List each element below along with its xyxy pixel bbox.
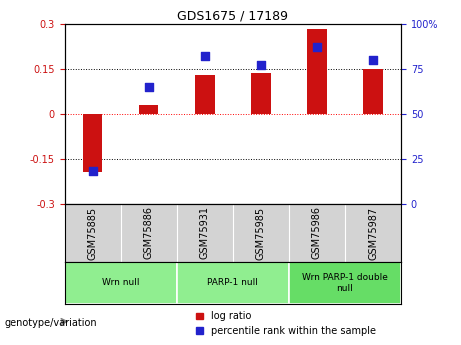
Bar (363, 69, 383, 114)
Point (89, 168, 96, 174)
Bar (251, 73, 271, 114)
Bar (139, 105, 159, 114)
Text: Wrn null: Wrn null (102, 278, 139, 287)
Point (257, 63, 265, 68)
Bar (307, 29, 327, 114)
Point (313, 45, 321, 50)
Text: GSM75987: GSM75987 (368, 206, 378, 259)
Bar (195, 75, 214, 114)
Text: GSM75986: GSM75986 (312, 206, 322, 259)
Text: GSM75985: GSM75985 (256, 206, 266, 259)
Bar (65, 262, 177, 304)
Point (201, 54, 208, 59)
Point (145, 84, 152, 90)
Title: GDS1675 / 17189: GDS1675 / 17189 (177, 10, 288, 23)
Text: PARP-1 null: PARP-1 null (207, 278, 258, 287)
Text: GSM75885: GSM75885 (88, 206, 98, 259)
Legend: log ratio, percentile rank within the sample: log ratio, percentile rank within the sa… (192, 307, 380, 340)
Text: GSM75931: GSM75931 (200, 206, 210, 259)
Text: genotype/variation: genotype/variation (5, 318, 97, 327)
Point (369, 57, 377, 63)
Bar (177, 262, 289, 304)
Text: Wrn PARP-1 double
null: Wrn PARP-1 double null (302, 273, 388, 293)
Bar (289, 262, 401, 304)
Bar (83, 114, 102, 172)
Text: GSM75886: GSM75886 (144, 206, 154, 259)
